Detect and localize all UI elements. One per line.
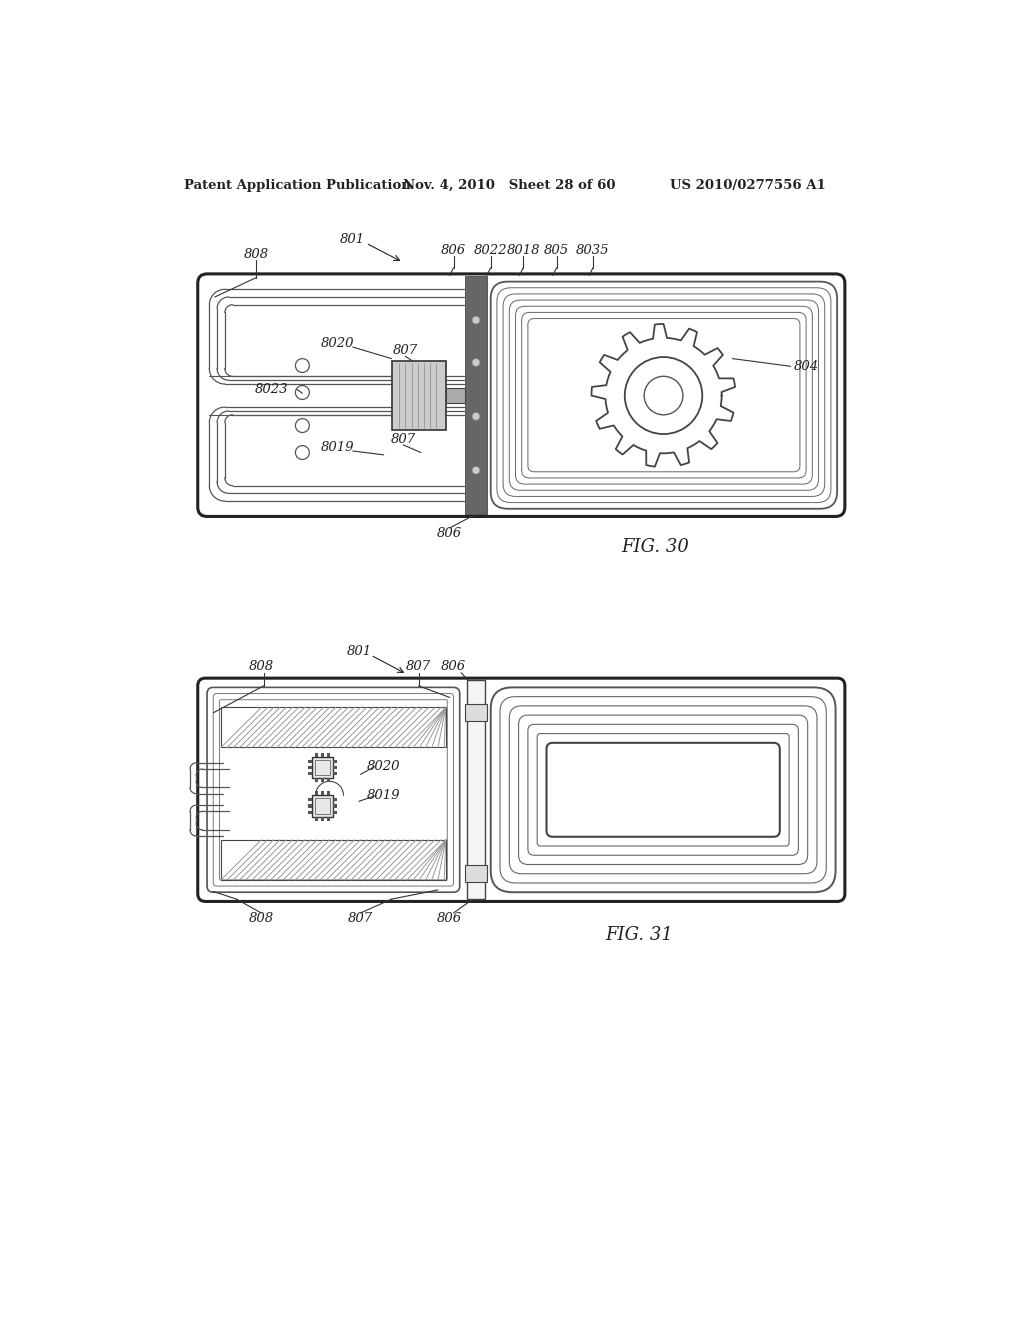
Text: 805: 805 bbox=[544, 244, 569, 257]
Bar bbox=[308, 772, 311, 775]
Bar bbox=[314, 817, 317, 821]
Bar bbox=[465, 866, 486, 882]
Text: 806: 806 bbox=[437, 912, 462, 925]
FancyBboxPatch shape bbox=[547, 743, 779, 837]
Bar bbox=[328, 817, 331, 821]
Text: Patent Application Publication: Patent Application Publication bbox=[183, 178, 411, 191]
Text: 808: 808 bbox=[244, 248, 268, 261]
Bar bbox=[221, 840, 445, 880]
Bar bbox=[328, 752, 331, 756]
Text: 808: 808 bbox=[249, 912, 273, 925]
Bar bbox=[467, 681, 484, 899]
Bar bbox=[445, 388, 465, 404]
Bar bbox=[308, 760, 311, 763]
Text: 807: 807 bbox=[390, 433, 416, 446]
Bar bbox=[465, 704, 486, 721]
Text: 8020: 8020 bbox=[367, 760, 400, 774]
Bar bbox=[334, 810, 337, 813]
Circle shape bbox=[472, 413, 480, 420]
Text: 8019: 8019 bbox=[321, 441, 354, 454]
Text: 8022: 8022 bbox=[474, 244, 508, 257]
Bar bbox=[328, 779, 331, 781]
Text: 806: 806 bbox=[441, 660, 466, 673]
Bar bbox=[465, 276, 486, 515]
Bar bbox=[314, 779, 317, 781]
Text: 807: 807 bbox=[407, 660, 431, 673]
Text: 804: 804 bbox=[794, 360, 818, 372]
Bar bbox=[334, 804, 337, 808]
Text: 807: 807 bbox=[393, 345, 418, 358]
Bar bbox=[221, 708, 445, 747]
Bar bbox=[321, 792, 324, 795]
Bar bbox=[391, 360, 445, 430]
Text: 8018: 8018 bbox=[507, 244, 540, 257]
Text: 8035: 8035 bbox=[577, 244, 609, 257]
Circle shape bbox=[472, 359, 480, 367]
Text: 806: 806 bbox=[441, 244, 466, 257]
Circle shape bbox=[472, 317, 480, 323]
Bar bbox=[321, 779, 324, 781]
Bar bbox=[314, 792, 317, 795]
Text: 806: 806 bbox=[437, 527, 462, 540]
Bar bbox=[334, 760, 337, 763]
Bar bbox=[321, 817, 324, 821]
Bar bbox=[308, 810, 311, 813]
Bar bbox=[328, 792, 331, 795]
Bar bbox=[334, 799, 337, 801]
Bar bbox=[334, 766, 337, 770]
Bar bbox=[321, 752, 324, 756]
Text: 807: 807 bbox=[348, 912, 373, 925]
Circle shape bbox=[472, 466, 480, 474]
Text: 801: 801 bbox=[346, 644, 372, 657]
Bar bbox=[314, 752, 317, 756]
Text: 808: 808 bbox=[249, 660, 273, 673]
Bar bbox=[311, 756, 334, 779]
Bar bbox=[314, 760, 331, 775]
Text: FIG. 31: FIG. 31 bbox=[605, 925, 674, 944]
Bar bbox=[308, 799, 311, 801]
Text: FIG. 30: FIG. 30 bbox=[622, 539, 689, 556]
Text: 801: 801 bbox=[340, 232, 366, 246]
Bar bbox=[314, 799, 331, 813]
Text: 8020: 8020 bbox=[321, 337, 354, 350]
Text: 8019: 8019 bbox=[367, 789, 400, 803]
Text: 8023: 8023 bbox=[255, 383, 288, 396]
Text: US 2010/0277556 A1: US 2010/0277556 A1 bbox=[671, 178, 826, 191]
Bar bbox=[308, 804, 311, 808]
Bar bbox=[334, 772, 337, 775]
Bar bbox=[311, 795, 334, 817]
Text: Nov. 4, 2010   Sheet 28 of 60: Nov. 4, 2010 Sheet 28 of 60 bbox=[403, 178, 615, 191]
Bar bbox=[308, 766, 311, 770]
